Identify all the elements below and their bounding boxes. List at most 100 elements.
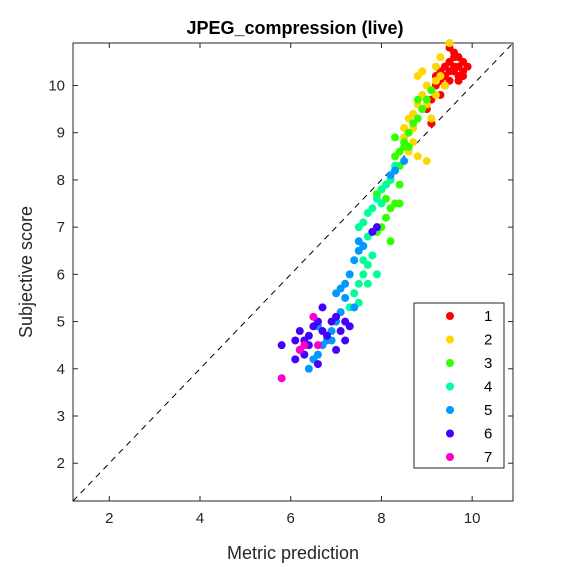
data-point-series-4 xyxy=(377,185,386,194)
data-point-series-3 xyxy=(404,128,413,137)
data-point-series-3 xyxy=(395,199,404,208)
y-tick-label: 4 xyxy=(57,361,65,378)
data-point-series-1 xyxy=(454,53,463,62)
data-point-series-5 xyxy=(332,289,341,298)
data-point-series-6 xyxy=(341,336,350,345)
data-point-series-6 xyxy=(332,345,341,354)
data-point-series-5 xyxy=(304,364,313,373)
data-point-series-2 xyxy=(445,39,454,47)
y-axis-label: Subjective score xyxy=(16,206,36,338)
y-tick-label: 2 xyxy=(57,455,65,472)
data-point-series-6 xyxy=(291,355,300,364)
data-point-series-3 xyxy=(395,180,404,189)
y-tick-label: 9 xyxy=(57,125,65,142)
data-point-series-3 xyxy=(418,105,427,114)
data-point-series-2 xyxy=(413,152,422,161)
data-point-series-3 xyxy=(391,133,400,142)
data-point-series-3 xyxy=(391,152,400,161)
legend-marker-2 xyxy=(446,335,454,344)
data-point-series-2 xyxy=(422,157,431,166)
legend: 1 2 3 4 5 6 7 xyxy=(413,302,505,469)
legend-label-2: 2 xyxy=(484,332,492,349)
y-tick-label: 8 xyxy=(57,172,65,189)
data-point-series-7 xyxy=(309,312,318,321)
data-point-series-5 xyxy=(354,237,363,246)
data-point-series-2 xyxy=(440,81,449,90)
data-point-series-5 xyxy=(354,246,363,255)
data-point-series-1 xyxy=(463,62,472,71)
legend-label-7: 7 xyxy=(484,449,492,466)
data-point-series-6 xyxy=(277,341,286,350)
data-point-series-4 xyxy=(363,208,372,217)
data-point-series-4 xyxy=(363,279,372,288)
data-point-series-4 xyxy=(359,270,368,279)
legend-label-4: 4 xyxy=(484,379,492,396)
data-point-series-2 xyxy=(427,114,436,123)
data-point-series-5 xyxy=(350,303,359,312)
y-axis-ticks: 2 3 4 5 6 7 8 9 10 xyxy=(48,77,513,472)
data-point-series-6 xyxy=(368,227,377,236)
data-point-series-5 xyxy=(350,256,359,265)
legend-marker-6 xyxy=(446,429,454,438)
data-point-series-6 xyxy=(313,360,322,369)
y-tick-label: 6 xyxy=(57,266,65,283)
data-point-series-6 xyxy=(327,317,336,326)
legend-label-3: 3 xyxy=(484,355,492,372)
x-axis-label: Metric prediction xyxy=(227,543,359,563)
legend-marker-1 xyxy=(446,312,454,320)
legend-marker-3 xyxy=(446,359,454,367)
legend-marker-5 xyxy=(446,406,454,414)
legend-marker-4 xyxy=(446,382,454,391)
data-points xyxy=(277,39,472,383)
data-point-series-2 xyxy=(431,62,440,71)
identity-reference-line xyxy=(72,42,514,502)
data-point-series-6 xyxy=(318,303,327,312)
data-point-series-6 xyxy=(318,327,327,336)
legend-label-5: 5 xyxy=(484,402,492,419)
x-tick-label: 8 xyxy=(377,510,385,527)
legend-box xyxy=(413,302,505,469)
data-point-series-2 xyxy=(436,53,445,62)
x-axis-ticks: 2 4 6 8 10 xyxy=(105,43,481,527)
x-tick-label: 6 xyxy=(287,510,295,527)
data-point-series-7 xyxy=(313,341,322,350)
data-point-series-6 xyxy=(336,327,345,336)
legend-label-1: 1 xyxy=(484,308,492,325)
data-point-series-4 xyxy=(368,251,377,260)
data-point-series-7 xyxy=(295,345,304,354)
data-point-series-1 xyxy=(454,76,463,85)
data-point-series-4 xyxy=(377,199,386,208)
legend-marker-7 xyxy=(446,453,454,461)
data-point-series-2 xyxy=(413,72,422,81)
data-point-series-4 xyxy=(372,270,381,279)
data-point-series-6 xyxy=(291,336,300,345)
data-point-series-3 xyxy=(427,86,436,95)
data-point-series-7 xyxy=(277,374,286,383)
data-point-series-3 xyxy=(422,95,431,104)
x-tick-label: 2 xyxy=(105,510,113,527)
data-point-series-4 xyxy=(350,289,359,298)
data-point-series-4 xyxy=(359,256,368,265)
data-point-series-1 xyxy=(445,67,454,76)
data-point-series-4 xyxy=(354,223,363,232)
y-tick-label: 7 xyxy=(57,219,65,236)
data-point-series-5 xyxy=(400,157,409,166)
data-point-series-4 xyxy=(354,279,363,288)
legend-label-6: 6 xyxy=(484,426,492,443)
data-point-series-5 xyxy=(386,171,395,180)
data-point-series-2 xyxy=(431,76,440,85)
data-point-series-3 xyxy=(386,204,395,213)
x-tick-label: 10 xyxy=(464,510,481,527)
data-point-series-6 xyxy=(341,317,350,326)
data-point-series-5 xyxy=(341,293,350,302)
y-tick-label: 3 xyxy=(57,408,65,425)
data-point-series-6 xyxy=(295,327,304,336)
data-point-series-3 xyxy=(409,119,418,128)
chart-title: JPEG_compression (live) xyxy=(186,18,403,38)
data-point-series-3 xyxy=(381,213,390,222)
data-point-series-5 xyxy=(345,270,354,279)
x-tick-label: 4 xyxy=(196,510,204,527)
data-point-series-6 xyxy=(304,331,313,340)
y-tick-label: 10 xyxy=(48,77,65,94)
